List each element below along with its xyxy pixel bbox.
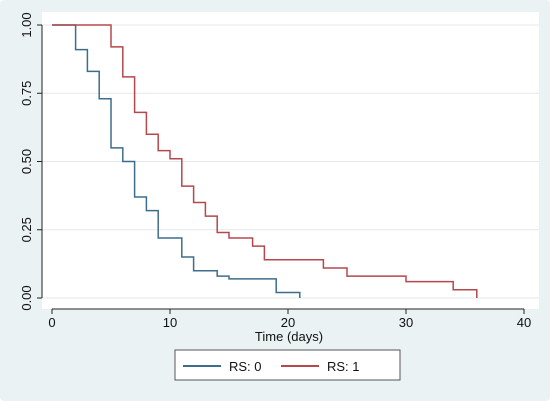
y-tick-label: 1.00: [19, 12, 34, 37]
series-line-rs-0: [52, 24, 301, 298]
legend: RS: 0 RS: 1: [174, 349, 401, 381]
series-layer: [52, 24, 478, 298]
legend-label-rs-0: RS: 0: [229, 359, 262, 374]
y-tick-label: 0.75: [19, 81, 34, 106]
x-axis-title: Time (days): [255, 329, 323, 344]
y-tick-label: 0.25: [19, 217, 34, 242]
x-tick-label: 40: [517, 315, 531, 330]
series-line-rs-1: [52, 24, 478, 298]
axes: 0.00 0.25 0.50 0.75 1.00 0 10 20 30 40: [19, 12, 531, 330]
x-tick-label: 30: [399, 315, 413, 330]
x-tick-label: 20: [281, 315, 295, 330]
y-tick-label: 0.50: [19, 149, 34, 174]
legend-label-rs-1: RS: 1: [327, 359, 360, 374]
y-tick-label: 0.00: [19, 285, 34, 310]
plot-area: [42, 12, 539, 309]
x-tick-label: 0: [48, 315, 55, 330]
x-tick-label: 10: [163, 315, 177, 330]
